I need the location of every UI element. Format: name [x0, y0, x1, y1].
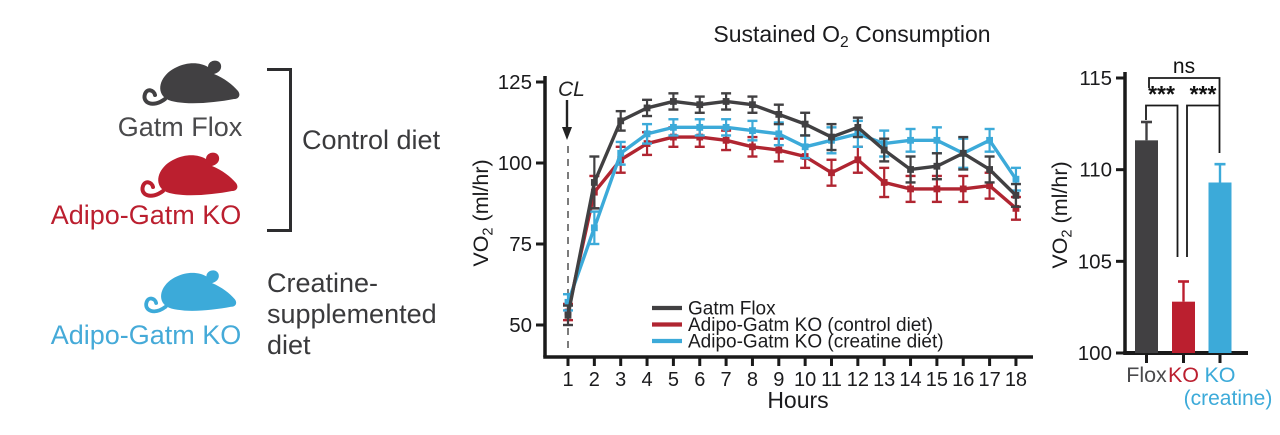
bar-ko-creatine — [1208, 182, 1232, 353]
bars — [1135, 120, 1232, 363]
svg-text:Flox: Flox — [1126, 363, 1167, 387]
svg-text:Gatm Flox: Gatm Flox — [688, 299, 776, 320]
svg-text:110: 110 — [1079, 159, 1112, 182]
significance-brackets — [1145, 77, 1221, 257]
svg-text:115: 115 — [1079, 67, 1112, 90]
y-axis-ticks: 100 105 110 115 — [1078, 67, 1125, 365]
svg-text:7: 7 — [721, 369, 732, 391]
y-axis-label: VO2 (ml/hr) — [469, 159, 497, 266]
svg-text:Adipo-Gatm KO (creatine diet): Adipo-Gatm KO (creatine diet) — [688, 332, 944, 353]
svg-text:10: 10 — [794, 369, 816, 391]
svg-text:Adipo-Gatm KO (control diet): Adipo-Gatm KO (control diet) — [688, 315, 933, 336]
svg-text:***: *** — [1190, 81, 1217, 107]
svg-text:15: 15 — [926, 369, 948, 391]
mouse-icon-adipo-gatm-ko-control — [140, 152, 238, 198]
label-control-diet: Control diet — [302, 125, 441, 155]
svg-text:KO: KO — [1168, 363, 1199, 387]
svg-text:16: 16 — [952, 369, 974, 391]
chart-title: Sustained O2 Consumption — [713, 21, 990, 51]
legend-panel: Gatm Flox Adipo-Gatm KO Control diet Adi… — [0, 0, 455, 435]
svg-text:17: 17 — [978, 369, 1000, 391]
svg-text:1: 1 — [562, 369, 573, 391]
series-gatm-flox — [563, 92, 1021, 327]
category-labels: Flox KO KO(creatine) — [1126, 363, 1272, 410]
svg-text:14: 14 — [899, 369, 921, 391]
svg-text:9: 9 — [773, 369, 784, 391]
y-axis-ticks: 50 75 100 125 — [498, 71, 545, 337]
svg-text:105: 105 — [1078, 250, 1112, 273]
label-creatine-diet: Creatine- supplemented diet — [267, 268, 437, 360]
svg-text:5: 5 — [668, 369, 679, 391]
svg-text:KO: KO — [1204, 363, 1235, 387]
svg-text:3: 3 — [615, 369, 626, 391]
svg-text:18: 18 — [1005, 369, 1027, 391]
svg-text:***: *** — [1148, 81, 1175, 107]
svg-text:13: 13 — [873, 369, 895, 391]
axes — [543, 76, 1033, 359]
series-adipo-gatm-ko-control-diet- — [563, 126, 1021, 322]
svg-text:8: 8 — [747, 369, 758, 391]
svg-text:11: 11 — [821, 369, 842, 391]
label-adipo-gatm-ko-control: Adipo-Gatm KO — [50, 200, 242, 230]
x-axis-ticks: 1 2 3 4 5 6 7 8 9 10 11 12 13 14 15 16 17 18 — [562, 357, 1027, 391]
svg-text:100: 100 — [1078, 342, 1112, 365]
mouse-icon-gatm-flox — [142, 60, 240, 106]
label-adipo-gatm-ko-creatine: Adipo-Gatm KO — [50, 320, 242, 350]
svg-text:6: 6 — [694, 369, 705, 391]
bar-flox — [1135, 140, 1158, 353]
svg-text:2: 2 — [589, 369, 600, 391]
svg-text:100: 100 — [498, 152, 532, 175]
control-diet-bracket — [267, 68, 292, 232]
svg-text:ns: ns — [1173, 55, 1195, 78]
svg-text:50: 50 — [509, 314, 532, 337]
creatine-sublabel: (creatine) — [1184, 387, 1273, 410]
significance-labels: *** *** ns — [1148, 55, 1216, 107]
bar-ko — [1172, 301, 1195, 353]
svg-text:12: 12 — [847, 369, 869, 391]
svg-text:4: 4 — [641, 369, 652, 391]
y-axis-label: VO2 (ml/hr) — [1048, 161, 1076, 268]
mouse-icon-adipo-gatm-ko-creatine — [144, 270, 237, 314]
series-adipo-gatm-ko-creatine-diet- — [563, 118, 1021, 312]
svg-text:75: 75 — [509, 233, 532, 256]
svg-text:CL: CL — [558, 78, 585, 101]
x-axis-label: Hours — [767, 387, 828, 413]
label-gatm-flox: Gatm Flox — [117, 112, 243, 142]
svg-text:125: 125 — [498, 71, 532, 94]
